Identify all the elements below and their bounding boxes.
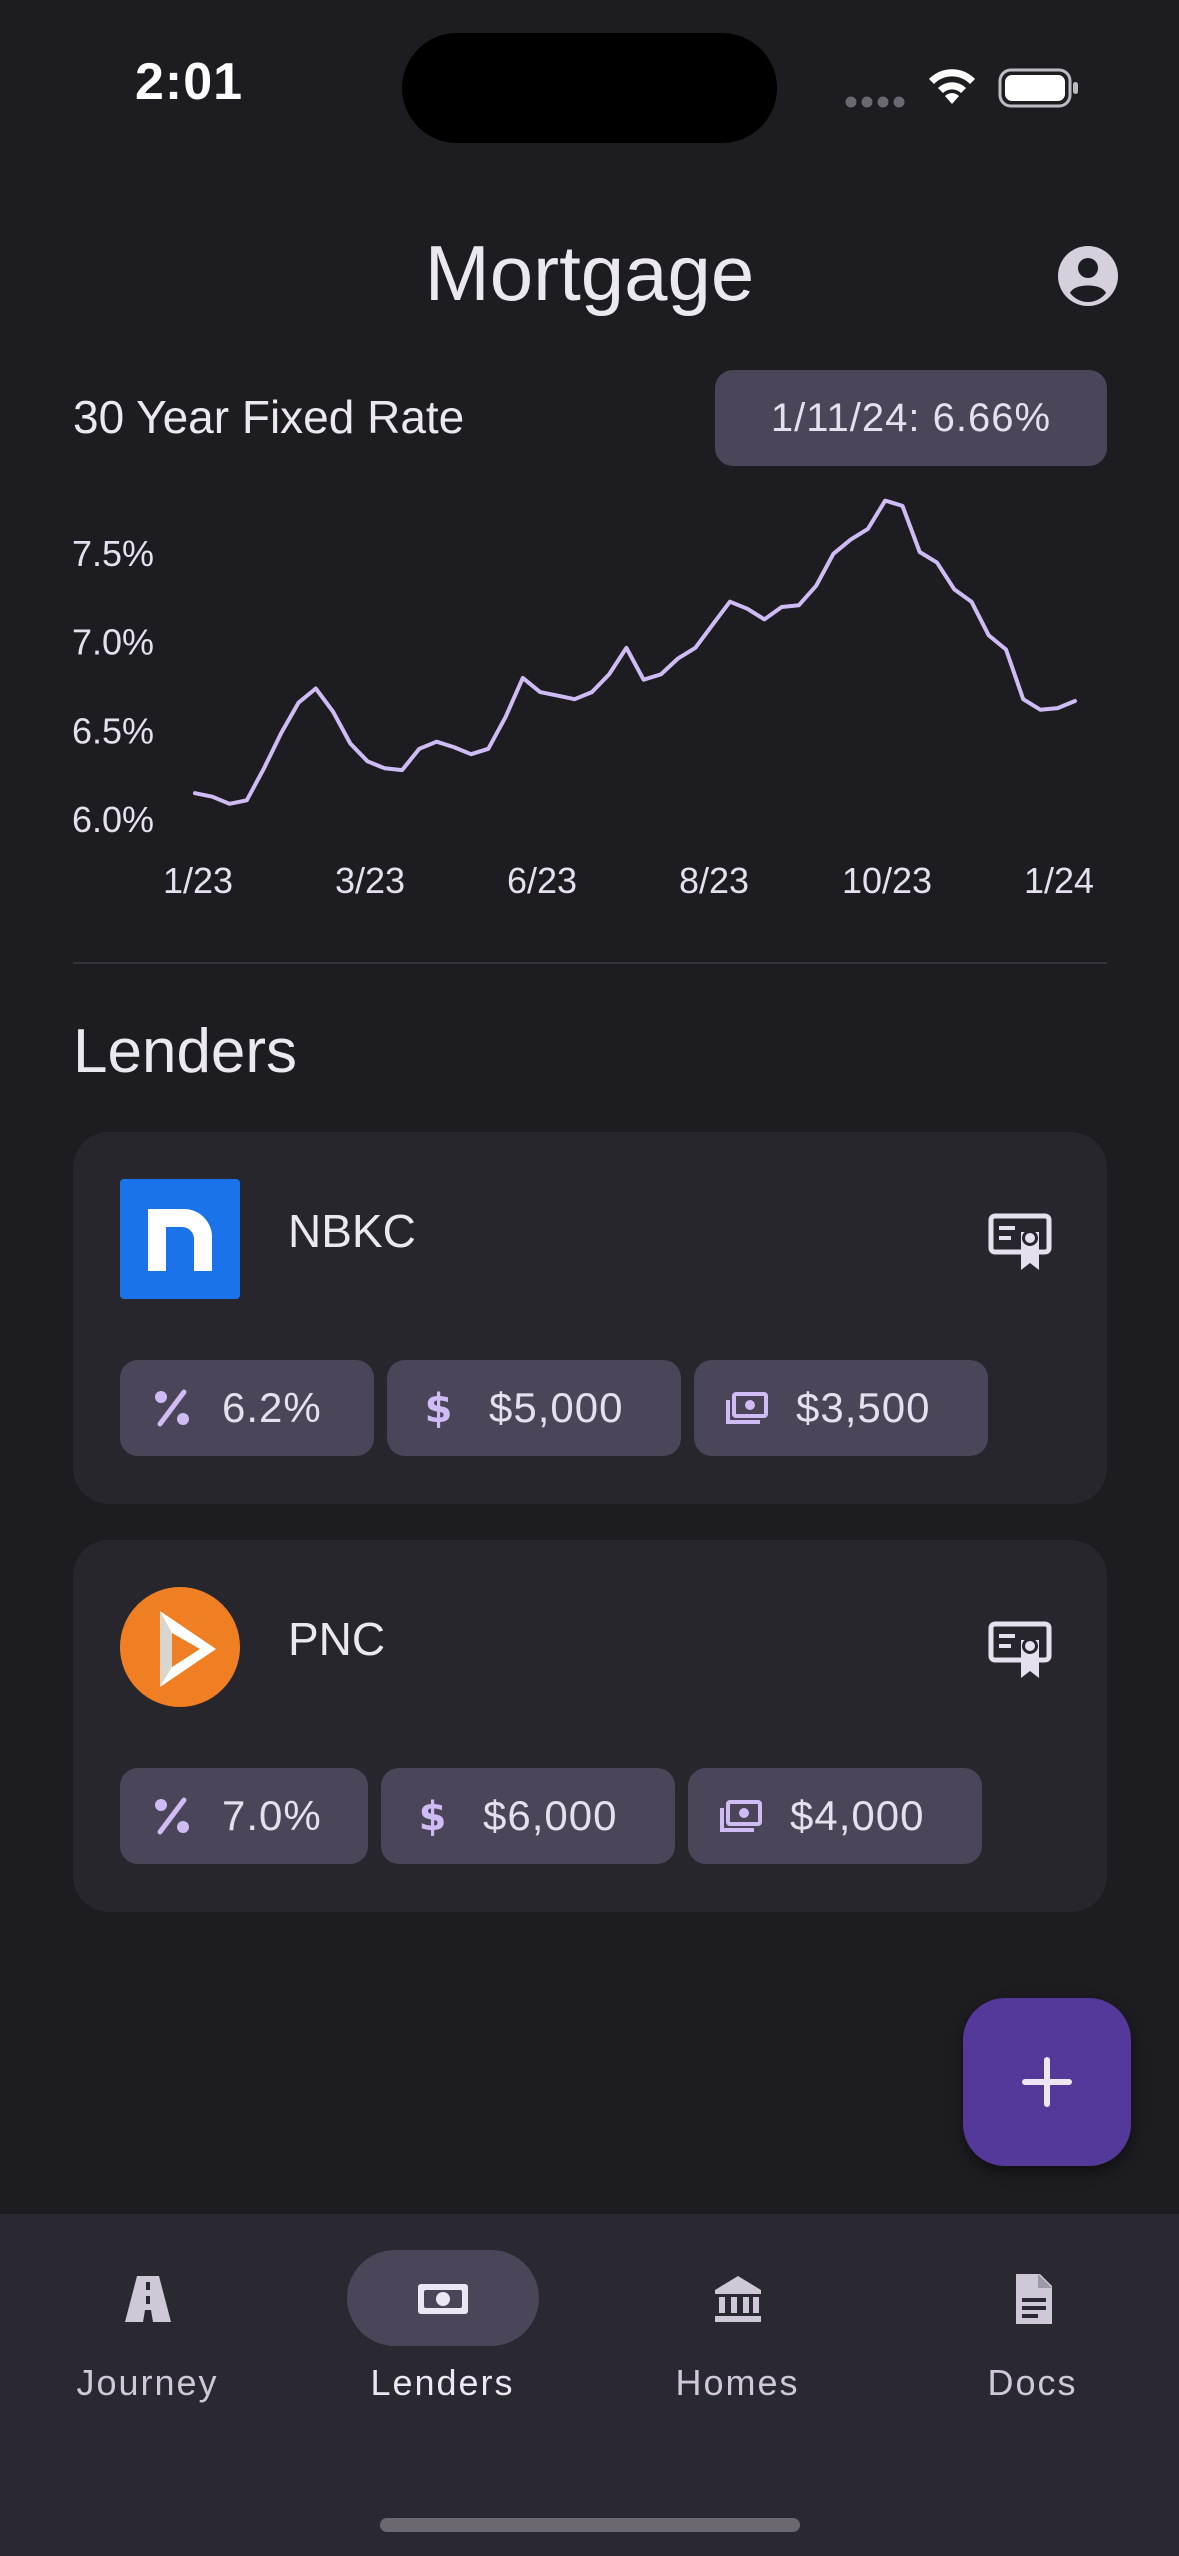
dynamic-island: [402, 33, 777, 143]
nav-item-homes[interactable]: Homes: [590, 2214, 885, 2434]
rate-value-chip: 1/11/24: 6.66%: [715, 370, 1107, 466]
plus-icon: [1022, 2057, 1072, 2107]
nav-item-docs[interactable]: Docs: [885, 2214, 1179, 2434]
x-tick-label: 3/23: [335, 860, 405, 901]
home-indicator: [380, 2518, 800, 2532]
road-icon: [124, 2276, 171, 2322]
y-tick-label: 6.5%: [72, 710, 154, 751]
x-tick-label: 6/23: [507, 860, 577, 901]
status-time: 2:01: [135, 53, 244, 111]
percent-icon: [155, 1389, 189, 1427]
closing-cost-chip: $ $6,000: [381, 1768, 675, 1864]
closing-cost-chip: $ $5,000: [387, 1360, 681, 1456]
nav-item-lenders[interactable]: Lenders: [295, 2214, 590, 2434]
nav-item-journey[interactable]: Journey: [0, 2214, 295, 2434]
rate-label: 30 Year Fixed Rate: [73, 391, 465, 443]
rate-value: 7.0%: [222, 1792, 322, 1839]
nav-label: Lenders: [370, 2362, 515, 2403]
section-divider: [73, 962, 1107, 964]
x-tick-label: 10/23: [842, 860, 932, 901]
nav-label: Docs: [987, 2362, 1078, 2403]
credit-chip: $4,000: [688, 1768, 982, 1864]
x-tick-label: 1/24: [1024, 860, 1094, 901]
lender-name: PNC: [288, 1613, 386, 1665]
lender-card-pnc[interactable]: PNC 7.0% $ $6,000 $4,000: [73, 1540, 1107, 1912]
credit-chip: $3,500: [694, 1360, 988, 1456]
loyalty-offer-icon[interactable]: [987, 1210, 1053, 1274]
closing-cost-value: $5,000: [489, 1384, 624, 1431]
rate-line-chart: 7.5% 7.0% 6.5% 6.0% 1/23 3/23 6/23 8/23 10/23 1/…: [72, 498, 1094, 901]
dollar-icon: $: [419, 1794, 448, 1838]
lender-card-nbkc[interactable]: NBKC 6.2% $ $5,000 $3,500: [73, 1132, 1107, 1504]
y-tick-label: 7.0%: [72, 622, 154, 663]
rate-chip: 6.2%: [120, 1360, 374, 1456]
svg-text:$: $: [425, 1386, 454, 1430]
chart-series-line: [193, 498, 1077, 806]
account-circle-icon[interactable]: [1056, 244, 1120, 308]
lender-name: NBKC: [288, 1205, 416, 1257]
add-lender-button[interactable]: [963, 1998, 1131, 2166]
credit-value: $3,500: [796, 1384, 931, 1431]
y-tick-label: 7.5%: [72, 533, 154, 574]
page-title: Mortgage: [424, 229, 755, 317]
money-icon: [417, 2284, 468, 2314]
nbkc-logo: [120, 1179, 240, 1299]
rate-chip: 7.0%: [120, 1768, 368, 1864]
percent-icon: [155, 1797, 189, 1835]
nav-label: Homes: [675, 2362, 800, 2403]
payments-icon: [726, 1392, 768, 1424]
cellular-signal-icon: [845, 96, 905, 108]
wifi-icon: [929, 69, 975, 104]
rate-value: 6.2%: [222, 1384, 322, 1431]
loyalty-offer-icon[interactable]: [987, 1618, 1053, 1682]
credit-value: $4,000: [790, 1792, 925, 1839]
dollar-icon: $: [425, 1386, 454, 1430]
y-tick-label: 6.0%: [72, 799, 154, 840]
closing-cost-value: $6,000: [483, 1792, 618, 1839]
battery-icon: [998, 68, 1078, 108]
svg-text:$: $: [419, 1794, 448, 1838]
lenders-heading: Lenders: [73, 1017, 298, 1086]
nav-label: Journey: [76, 2362, 219, 2403]
x-tick-label: 1/23: [163, 860, 233, 901]
bottom-navigation-bar: Journey Lenders Homes Docs: [0, 2214, 1179, 2556]
payments-icon: [720, 1800, 762, 1832]
pnc-logo: [120, 1587, 240, 1707]
x-tick-label: 8/23: [679, 860, 749, 901]
bank-icon: [714, 2276, 761, 2322]
document-icon: [1015, 2274, 1052, 2324]
